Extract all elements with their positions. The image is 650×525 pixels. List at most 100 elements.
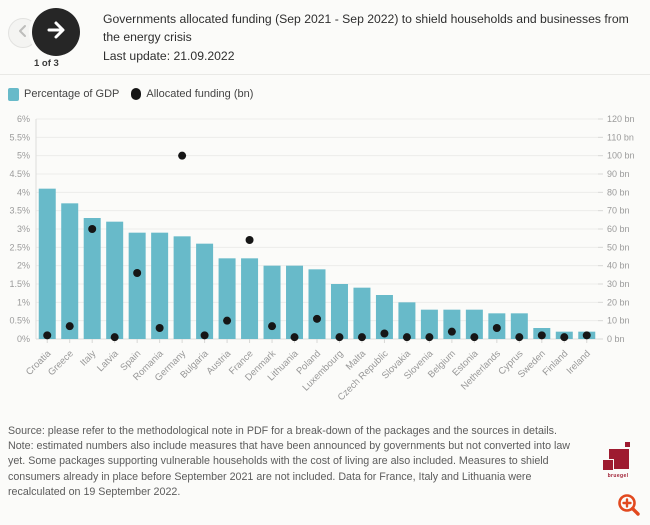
legend: Percentage of GDP Allocated funding (bn)	[0, 75, 650, 103]
magnifier-plus-icon	[616, 494, 642, 521]
dot-slovenia[interactable]	[425, 333, 434, 342]
bar-latvia[interactable]	[106, 221, 124, 339]
bar-bulgaria[interactable]	[196, 243, 214, 339]
bar-spain[interactable]	[128, 232, 146, 339]
right-axis-label: 50 bn	[607, 242, 630, 252]
bar-lithuania[interactable]	[286, 265, 304, 339]
right-axis-label: 60 bn	[607, 224, 630, 234]
dot-lithuania[interactable]	[290, 333, 299, 342]
dot-luxembourg[interactable]	[335, 333, 344, 342]
bar-france[interactable]	[241, 258, 259, 339]
dot-germany[interactable]	[178, 151, 187, 160]
right-axis-label: 20 bn	[607, 297, 630, 307]
bar-denmark[interactable]	[263, 265, 281, 339]
chart-title: Governments allocated funding (Sep 2021 …	[103, 12, 629, 45]
bar-germany[interactable]	[173, 236, 191, 339]
next-slide-button[interactable]	[32, 8, 80, 56]
bar-estonia[interactable]	[465, 309, 483, 339]
bar-italy[interactable]	[83, 218, 101, 339]
dot-ireland[interactable]	[582, 331, 591, 340]
dot-latvia[interactable]	[110, 333, 119, 342]
bar-austria[interactable]	[218, 258, 236, 339]
dot-belgium[interactable]	[447, 327, 456, 336]
bar-romania[interactable]	[151, 232, 169, 339]
dot-estonia[interactable]	[470, 333, 479, 342]
dot-malta[interactable]	[357, 333, 366, 342]
slide-counter: 1 of 3	[34, 58, 59, 69]
right-axis-label: 30 bn	[607, 279, 630, 289]
dot-bulgaria[interactable]	[200, 331, 209, 340]
left-axis-label: 5.5%	[9, 132, 30, 142]
right-axis-label: 40 bn	[607, 261, 630, 271]
logo-square-small	[602, 459, 614, 471]
bar-luxembourg[interactable]	[330, 284, 348, 339]
bar-greece[interactable]	[61, 203, 79, 339]
dot-romania[interactable]	[155, 324, 164, 332]
logo-text: bruegel	[607, 473, 629, 479]
right-axis-label: 110 bn	[607, 132, 634, 142]
legend-label: Percentage of GDP	[24, 88, 120, 100]
right-axis-label: 0 bn	[607, 334, 625, 344]
dot-netherlands[interactable]	[492, 324, 501, 332]
left-axis-label: 0.5%	[9, 316, 30, 326]
dot-greece[interactable]	[65, 322, 74, 331]
left-axis-label: 4%	[17, 187, 30, 197]
dot-sweden[interactable]	[537, 331, 546, 340]
left-axis-label: 5%	[17, 151, 30, 161]
dot-czech-republic[interactable]	[380, 329, 389, 338]
dot-slovakia[interactable]	[402, 333, 411, 342]
left-axis-label: 6%	[17, 114, 30, 124]
bar-poland[interactable]	[308, 269, 326, 339]
right-axis-label: 90 bn	[607, 169, 630, 179]
gdp-legend-swatch	[8, 87, 19, 101]
left-axis-label: 0%	[17, 334, 30, 344]
bar-czech-republic[interactable]	[375, 295, 393, 339]
left-axis-label: 2.5%	[9, 242, 30, 252]
dot-italy[interactable]	[88, 225, 97, 233]
dot-poland[interactable]	[313, 314, 321, 323]
dot-austria[interactable]	[223, 316, 232, 325]
legend-label: Allocated funding (bn)	[146, 88, 254, 100]
bar-slovakia[interactable]	[398, 302, 416, 339]
last-update: Last update: 21.09.2022	[103, 48, 235, 63]
logo-square-tiny	[625, 442, 630, 447]
dot-croatia[interactable]	[43, 331, 52, 340]
bar-slovenia[interactable]	[420, 309, 438, 339]
legend-item: Allocated funding (bn)	[131, 88, 253, 100]
chart-area: 0% 0.5% 1% 1.5% 2% 2.5% 3% 3.5% 4% 4.5% 5% 5.5% 6% 0 …	[0, 105, 650, 412]
dot-spain[interactable]	[133, 269, 142, 277]
funding-legend-dot	[131, 88, 142, 100]
right-axis-label: 100 bn	[607, 151, 635, 161]
bruegel-logo: bruegel	[600, 442, 636, 482]
x-axis-label: Latvia	[95, 348, 121, 374]
dot-finland[interactable]	[560, 333, 569, 342]
right-arrow-icon	[45, 19, 67, 46]
bar-malta[interactable]	[353, 287, 371, 339]
bar-belgium[interactable]	[443, 309, 461, 339]
right-axis-label: 70 bn	[607, 206, 630, 216]
left-axis-label: 1%	[17, 297, 30, 307]
header-divider	[0, 74, 650, 75]
header: 1 of 3 Governments allocated funding (Se…	[0, 0, 650, 69]
source-note: Source: please refer to the methodologic…	[8, 425, 557, 437]
x-axis-label: Finland	[541, 348, 571, 378]
zoom-in-button[interactable]	[616, 492, 642, 518]
chart-svg: 0% 0.5% 1% 1.5% 2% 2.5% 3% 3.5% 4% 4.5% 5% 5.5% 6% 0 …	[9, 114, 635, 403]
slide-nav: 1 of 3	[8, 6, 94, 69]
footer: Source: please refer to the methodologic…	[0, 412, 650, 500]
right-axis-label: 120 bn	[607, 114, 635, 124]
dot-cyprus[interactable]	[515, 333, 524, 342]
right-axis-label: 10 bn	[607, 316, 630, 326]
methodology-note: Note: estimated numbers also include mea…	[8, 440, 571, 498]
legend-item: Percentage of GDP	[8, 87, 120, 101]
dot-france[interactable]	[245, 236, 254, 244]
left-axis-label: 3%	[17, 224, 30, 234]
bar-croatia[interactable]	[38, 188, 56, 339]
left-axis-label: 3.5%	[9, 206, 30, 216]
dot-denmark[interactable]	[268, 322, 277, 331]
x-axis-label: Greece	[46, 348, 76, 378]
x-axis-label: Ireland	[565, 348, 593, 376]
bar-cyprus[interactable]	[510, 313, 528, 339]
left-arrow-icon	[16, 24, 30, 43]
logo-square-big	[609, 449, 629, 469]
